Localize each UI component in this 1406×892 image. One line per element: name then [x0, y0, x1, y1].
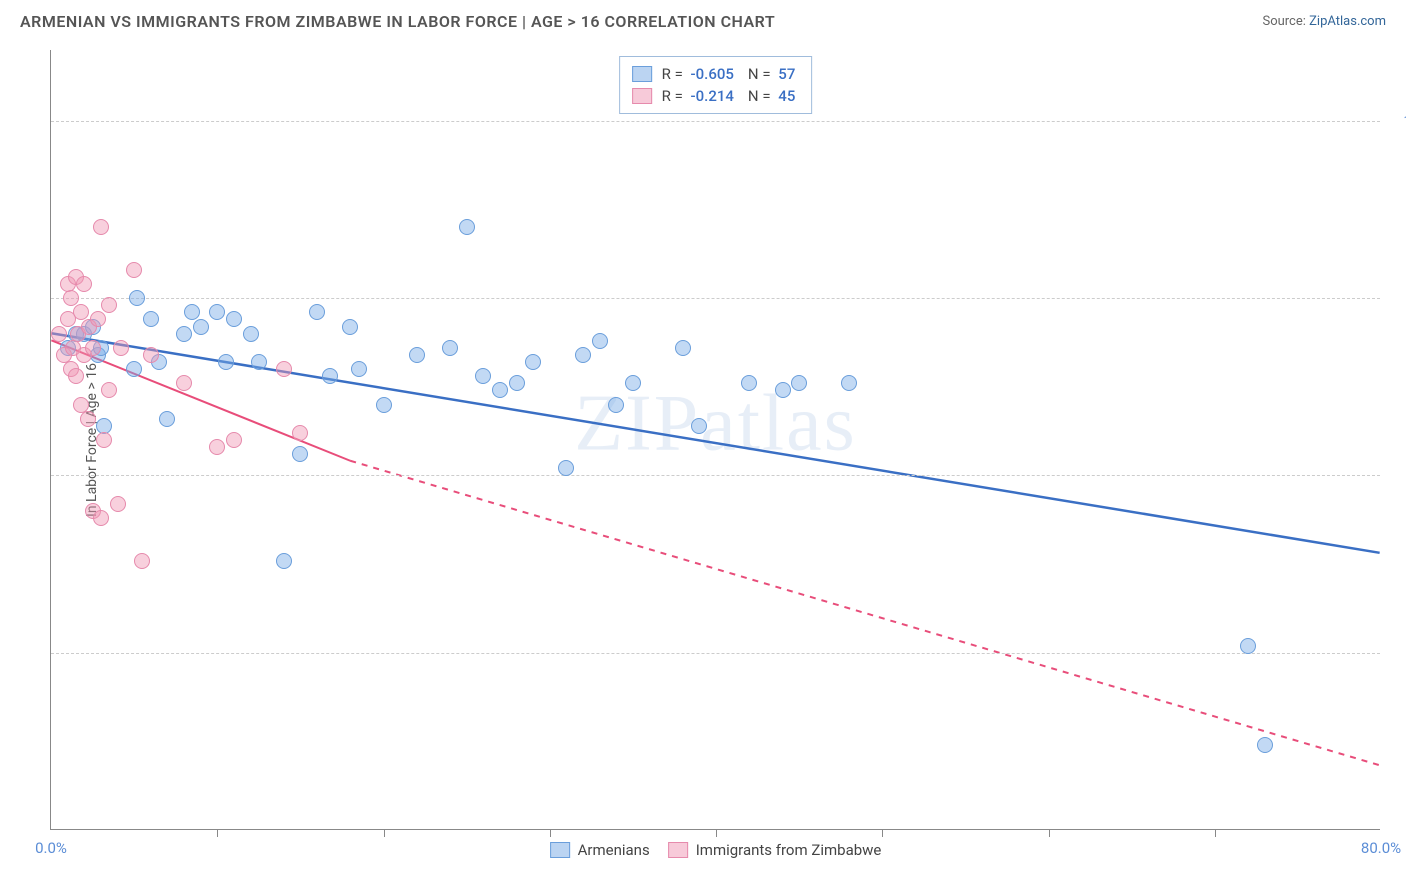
data-point: [608, 397, 624, 413]
legend-row: R = -0.605N = 57: [632, 63, 800, 85]
data-point: [101, 297, 117, 313]
data-point: [101, 382, 117, 398]
data-point: [193, 319, 209, 335]
legend-swatch: [668, 842, 688, 858]
data-point: [159, 411, 175, 427]
chart-header: ARMENIAN VS IMMIGRANTS FROM ZIMBABWE IN …: [0, 0, 1406, 39]
watermark: ZIPatlas: [574, 378, 857, 469]
legend-swatch: [632, 66, 652, 82]
scatter-chart: In Labor Force | Age > 16 ZIPatlas R = -…: [50, 50, 1380, 830]
data-point: [226, 432, 242, 448]
data-point: [176, 375, 192, 391]
data-point: [251, 354, 267, 370]
x-tick: [550, 829, 551, 837]
x-tick: [1049, 829, 1050, 837]
x-tick-label: 0.0%: [35, 839, 67, 857]
data-point: [492, 382, 508, 398]
data-point: [775, 382, 791, 398]
data-point: [322, 368, 338, 384]
data-point: [68, 368, 84, 384]
data-point: [409, 347, 425, 363]
trend-lines: [51, 50, 1380, 829]
legend-row: R = -0.214N = 45: [632, 85, 800, 107]
x-tick: [882, 829, 883, 837]
series-legend: Armenians Immigrants from Zimbabwe: [550, 841, 882, 859]
data-point: [85, 340, 101, 356]
legend-swatch: [550, 842, 570, 858]
data-point: [459, 219, 475, 235]
data-point: [76, 276, 92, 292]
source-link[interactable]: ZipAtlas.com: [1309, 14, 1386, 29]
data-point: [96, 432, 112, 448]
gridline-horizontal: [51, 298, 1380, 299]
legend-item: Armenians: [550, 841, 650, 859]
data-point: [276, 553, 292, 569]
data-point: [51, 326, 67, 342]
data-point: [841, 375, 857, 391]
data-point: [80, 411, 96, 427]
data-point: [376, 397, 392, 413]
data-point: [351, 361, 367, 377]
data-point: [243, 326, 259, 342]
data-point: [292, 446, 308, 462]
gridline-horizontal: [51, 653, 1380, 654]
data-point: [1257, 737, 1273, 753]
data-point: [675, 340, 691, 356]
data-point: [342, 319, 358, 335]
data-point: [209, 439, 225, 455]
x-tick: [716, 829, 717, 837]
data-point: [126, 262, 142, 278]
data-point: [134, 553, 150, 569]
data-point: [93, 510, 109, 526]
legend-swatch: [632, 88, 652, 104]
chart-title: ARMENIAN VS IMMIGRANTS FROM ZIMBABWE IN …: [20, 12, 775, 31]
data-point: [1240, 638, 1256, 654]
data-point: [209, 304, 225, 320]
data-point: [442, 340, 458, 356]
correlation-legend: R = -0.605N = 57R = -0.214N = 45: [619, 56, 813, 114]
data-point: [143, 311, 159, 327]
data-point: [525, 354, 541, 370]
x-tick: [217, 829, 218, 837]
data-point: [509, 375, 525, 391]
data-point: [791, 375, 807, 391]
source-attribution: Source: ZipAtlas.com: [1262, 14, 1386, 29]
x-tick: [1215, 829, 1216, 837]
data-point: [575, 347, 591, 363]
data-point: [218, 354, 234, 370]
data-point: [63, 290, 79, 306]
data-point: [93, 219, 109, 235]
data-point: [741, 375, 757, 391]
data-point: [126, 361, 142, 377]
data-point: [113, 340, 129, 356]
data-point: [475, 368, 491, 384]
data-point: [176, 326, 192, 342]
legend-item: Immigrants from Zimbabwe: [668, 841, 882, 859]
data-point: [90, 311, 106, 327]
data-point: [292, 425, 308, 441]
x-tick: [384, 829, 385, 837]
gridline-horizontal: [51, 475, 1380, 476]
data-point: [592, 333, 608, 349]
data-point: [691, 418, 707, 434]
data-point: [276, 361, 292, 377]
data-point: [558, 460, 574, 476]
data-point: [625, 375, 641, 391]
gridline-horizontal: [51, 121, 1380, 122]
x-tick-label: 80.0%: [1361, 839, 1401, 857]
data-point: [129, 290, 145, 306]
data-point: [143, 347, 159, 363]
data-point: [110, 496, 126, 512]
data-point: [226, 311, 242, 327]
data-point: [309, 304, 325, 320]
